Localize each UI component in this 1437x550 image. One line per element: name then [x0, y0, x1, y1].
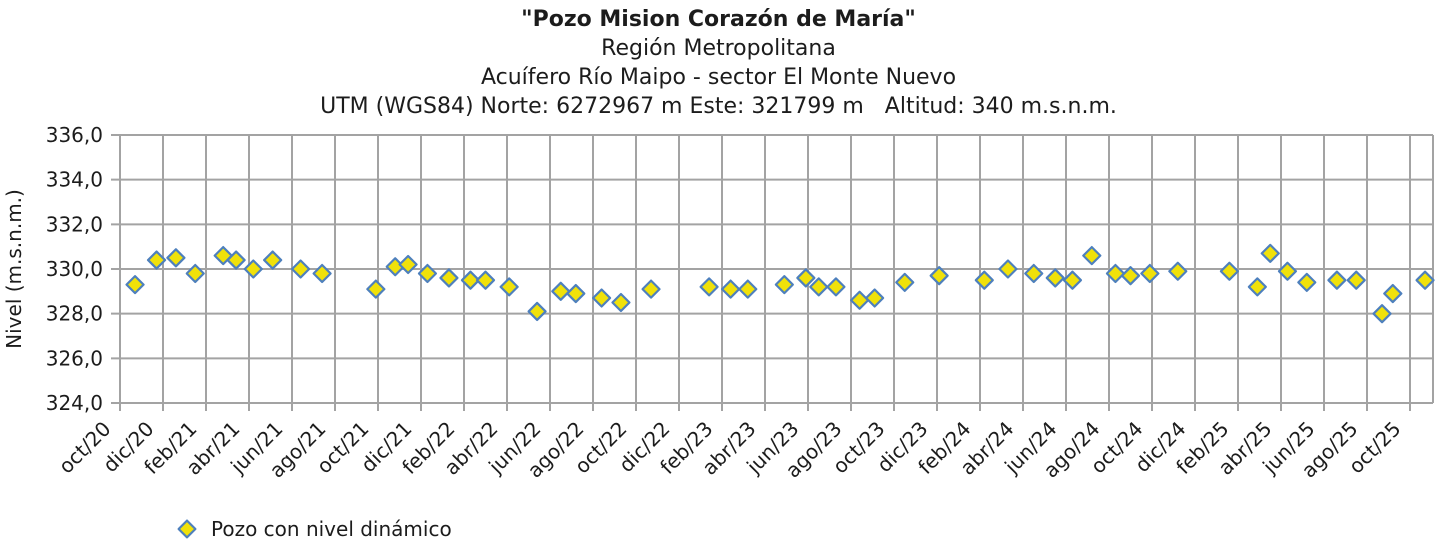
data-point-marker: [291, 259, 311, 279]
data-point-marker: [1140, 263, 1160, 284]
data-point-marker: [1045, 268, 1065, 288]
data-point-marker: [974, 270, 994, 290]
y-tick-label: 332,0: [46, 212, 103, 236]
data-point-marker: [1415, 270, 1435, 290]
data-point-marker: [826, 277, 846, 297]
data-point-marker: [439, 268, 459, 288]
chart-title: "Pozo Mision Corazón de María": [521, 7, 916, 32]
data-point-marker: [1277, 261, 1298, 281]
data-point-marker: [1297, 272, 1317, 292]
data-point-marker: [499, 277, 519, 297]
data-point-marker: [125, 275, 145, 295]
data-point-marker: [1219, 261, 1239, 281]
data-point-marker: [1168, 261, 1188, 281]
data-point-marker: [1120, 266, 1141, 286]
data-point-marker: [611, 292, 631, 313]
data-point-marker: [226, 250, 246, 270]
data-point-marker: [796, 268, 816, 288]
chart-subtitle-region: Región Metropolitana: [601, 36, 836, 61]
data-point-marker: [641, 279, 661, 299]
data-point-marker: [1383, 283, 1403, 304]
y-tick-label: 330,0: [46, 257, 103, 281]
data-point-marker: [1247, 277, 1267, 297]
data-point-marker: [1260, 243, 1280, 263]
data-point-marker: [1372, 304, 1392, 324]
data-point-marker: [312, 263, 332, 284]
data-point-marker: [738, 279, 758, 299]
y-tick-label: 336,0: [46, 123, 103, 147]
data-point-marker: [1024, 263, 1044, 284]
y-tick-label: 326,0: [46, 346, 103, 370]
data-point-marker: [850, 290, 870, 310]
data-point-marker: [1062, 270, 1083, 290]
data-point-marker: [417, 263, 438, 284]
data-point-marker: [460, 270, 481, 290]
data-point-marker: [1082, 246, 1102, 266]
data-point-marker: [929, 266, 949, 286]
data-point-marker: [146, 250, 167, 270]
data-point-marker: [263, 250, 283, 270]
data-point-marker: [1105, 263, 1126, 284]
y-tick-label: 324,0: [46, 391, 103, 415]
y-tick-label: 334,0: [46, 168, 103, 192]
data-point-marker: [774, 275, 794, 295]
legend-diamond-icon: [177, 519, 197, 539]
chart-subtitle-aquifer: Acuífero Río Maipo - sector El Monte Nue…: [480, 65, 957, 90]
data-point-marker: [1327, 270, 1347, 290]
data-point-marker: [243, 259, 263, 279]
data-point-marker: [699, 277, 719, 297]
legend-label: Pozo con nivel dinámico: [211, 517, 452, 541]
data-point-marker: [551, 281, 571, 301]
chart-legend: Pozo con nivel dinámico: [177, 517, 452, 541]
data-point-marker: [166, 248, 186, 268]
data-point-marker: [809, 277, 829, 297]
data-point-marker: [185, 263, 205, 284]
y-tick-label: 328,0: [46, 302, 103, 326]
chart-header: "Pozo Mision Corazón de María" Región Me…: [0, 5, 1437, 121]
chart-subtitle-utm: UTM (WGS84) Norte: 6272967 m Este: 32179…: [320, 94, 1117, 119]
data-point-marker: [527, 301, 547, 322]
data-point-marker: [566, 283, 586, 304]
data-point-marker: [1346, 270, 1366, 290]
data-point-marker: [865, 288, 885, 308]
data-point-marker: [592, 288, 612, 308]
data-point-marker: [895, 272, 915, 292]
data-point-marker: [998, 259, 1018, 279]
data-point-marker: [475, 270, 496, 290]
data-point-marker: [398, 254, 418, 275]
data-point-marker: [366, 279, 386, 299]
data-point-marker: [721, 279, 741, 299]
